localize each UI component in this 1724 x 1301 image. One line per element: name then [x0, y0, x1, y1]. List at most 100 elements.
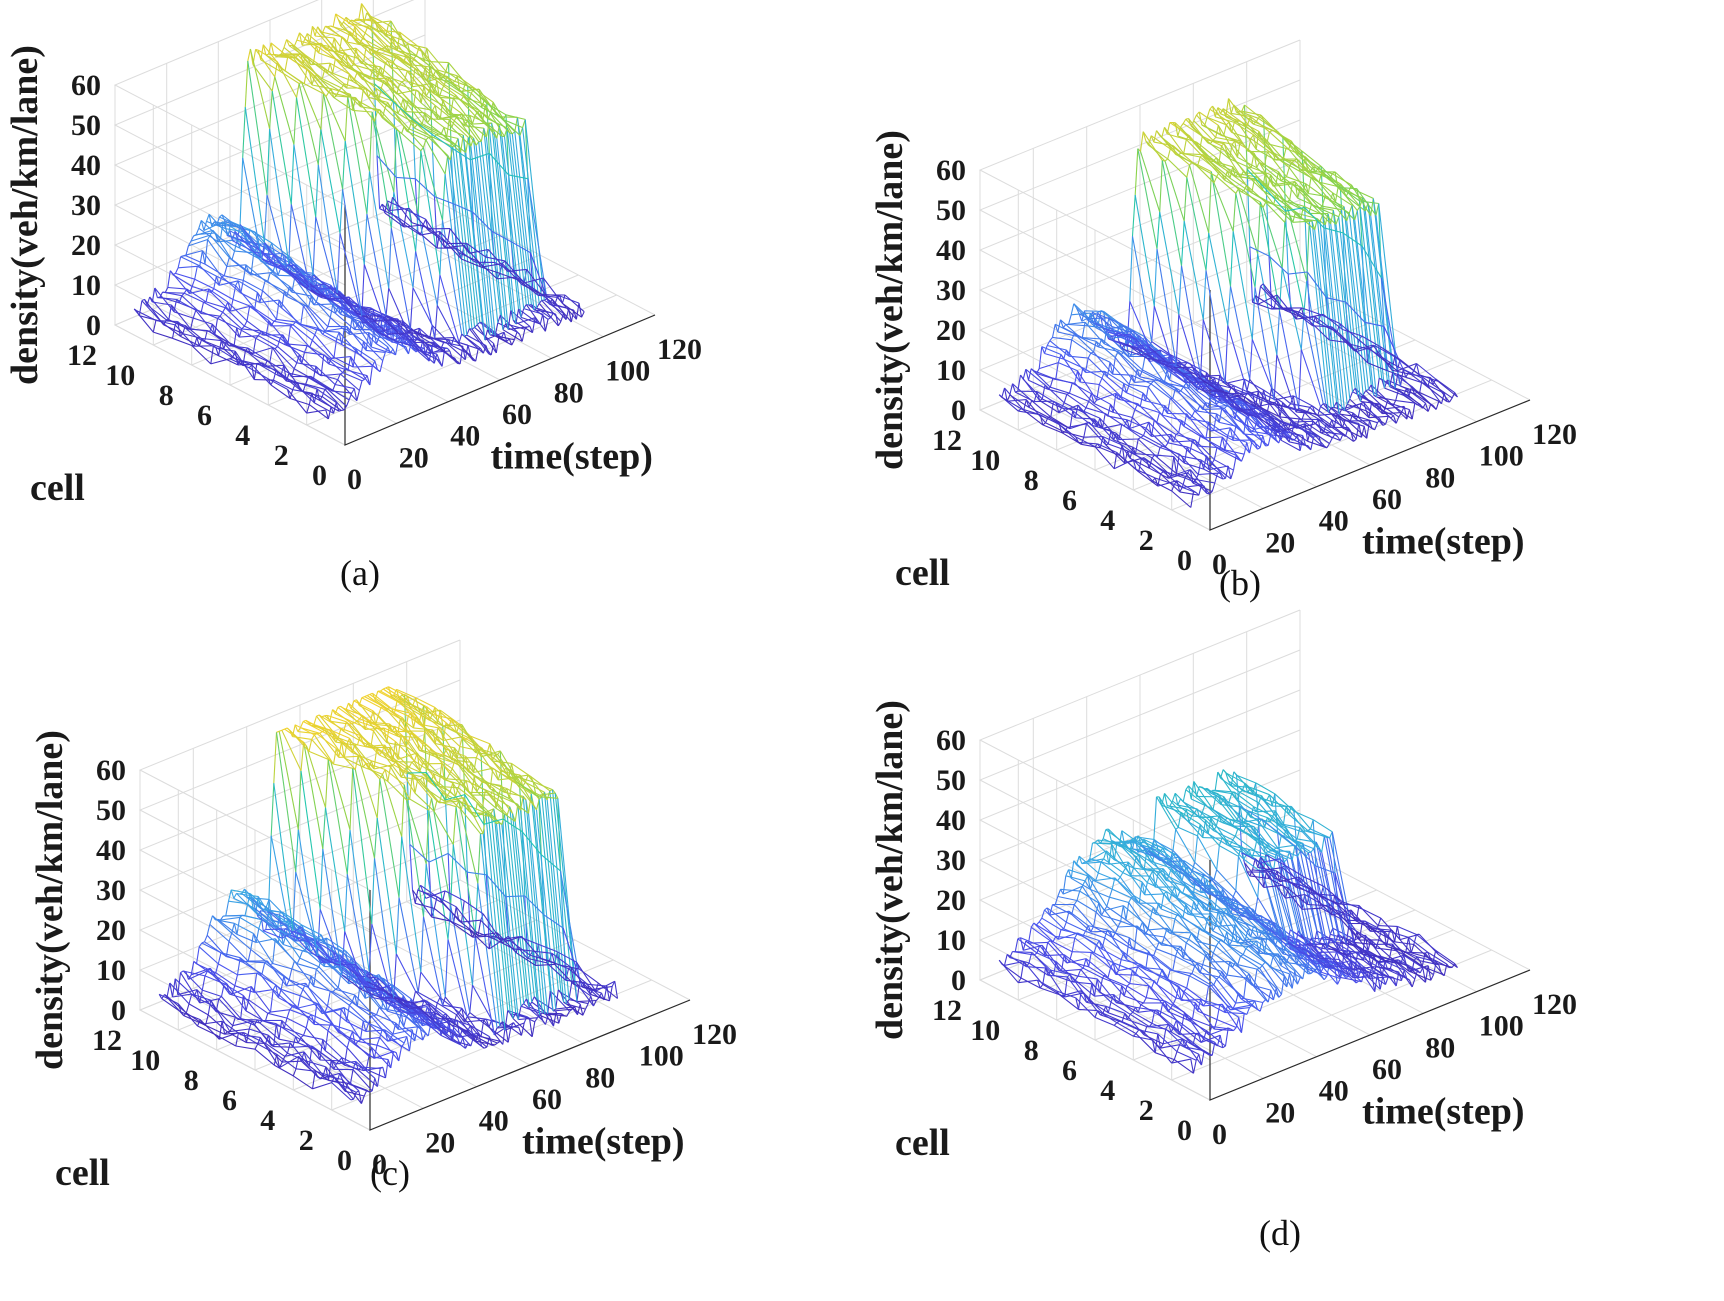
mesh-segment: [337, 292, 357, 314]
mesh-segment: [1067, 314, 1072, 325]
mesh-segment: [1400, 385, 1420, 394]
mesh-segment: [412, 119, 433, 135]
mesh-segment: [1039, 414, 1060, 425]
mesh-segment: [1228, 144, 1233, 159]
mesh-segment: [1038, 346, 1043, 369]
mesh-segment: [1322, 205, 1342, 211]
mesh-segment: [344, 874, 348, 932]
mesh-segment: [1223, 135, 1244, 145]
mesh-segment: [1249, 339, 1253, 380]
mesh-segment: [349, 31, 370, 49]
mesh-segment: [408, 761, 413, 768]
mesh-segment: [434, 337, 454, 339]
mesh-segment: [1113, 439, 1133, 448]
mesh-segment: [1028, 406, 1049, 418]
mesh-segment: [1353, 344, 1373, 351]
mesh-segment: [1253, 134, 1274, 153]
mesh-segment: [1061, 432, 1082, 445]
mesh-segment: [390, 227, 411, 330]
mesh-segment: [344, 96, 349, 142]
mesh-segment: [1320, 166, 1341, 188]
mesh-segment: [172, 337, 192, 347]
mesh-segment: [1183, 139, 1187, 154]
mesh-segment: [285, 267, 306, 289]
mesh-segment: [1236, 111, 1256, 123]
mesh-segment: [1215, 136, 1235, 142]
mesh-segment: [1158, 380, 1179, 393]
x-tick-label: 40: [450, 420, 480, 453]
mesh-segment: [1334, 171, 1355, 191]
mesh-segment: [1045, 422, 1065, 433]
mesh-segment: [363, 213, 368, 265]
mesh-segment: [311, 25, 333, 50]
mesh-segment: [247, 347, 268, 361]
mesh-segment: [1057, 354, 1062, 363]
mesh-segment: [1159, 412, 1180, 434]
mesh-segment: [286, 1009, 291, 1019]
mesh-segment: [1079, 336, 1100, 348]
mesh-segment: [393, 101, 414, 120]
mesh-segment: [350, 700, 355, 709]
mesh-segment: [1174, 483, 1194, 493]
mesh-segment: [318, 934, 322, 939]
z-tick-label: 40: [936, 234, 966, 267]
mesh-segment: [1298, 307, 1302, 313]
mesh-segment: [374, 111, 378, 122]
mesh-segment: [274, 76, 295, 145]
mesh-segment: [1145, 140, 1166, 162]
mesh-segment: [253, 347, 273, 354]
mesh-segment: [1170, 434, 1191, 454]
mesh-segment: [1096, 384, 1100, 401]
mesh-segment: [425, 136, 429, 141]
mesh-segment: [146, 304, 167, 321]
mesh-segment: [339, 373, 360, 391]
mesh-segment: [399, 98, 404, 109]
mesh-segment: [1215, 413, 1220, 423]
mesh-segment: [538, 294, 558, 298]
mesh-segment: [1153, 380, 1174, 400]
mesh-segment: [1071, 339, 1092, 354]
mesh-segment: [446, 773, 451, 780]
mesh-segment: [273, 379, 293, 391]
mesh-segment: [1198, 111, 1219, 126]
mesh-segment: [521, 283, 541, 295]
mesh-segment: [417, 213, 438, 306]
mesh-segment: [1284, 309, 1305, 319]
mesh-segment: [422, 139, 427, 148]
mesh-segment: [1172, 398, 1193, 417]
mesh-segment: [1149, 356, 1169, 363]
mesh-segment: [380, 80, 385, 89]
mesh-segment: [289, 1006, 293, 1011]
mesh-segment: [219, 221, 224, 239]
mesh-segment: [275, 300, 280, 320]
mesh-segment: [306, 404, 310, 414]
mesh-segment: [1265, 289, 1286, 311]
mesh-segment: [387, 60, 392, 68]
mesh-segment: [224, 307, 245, 327]
mesh-segment: [551, 298, 572, 323]
mesh-segment: [1193, 114, 1197, 121]
mesh-segment: [1339, 413, 1359, 418]
mesh-segment: [1055, 378, 1075, 384]
mesh-segment: [250, 353, 271, 363]
mesh-segment: [261, 962, 266, 975]
mesh-segment: [444, 155, 449, 175]
mesh-segment: [454, 787, 459, 797]
mesh-segment: [520, 316, 541, 325]
mesh-segment: [1288, 148, 1309, 173]
mesh-segment: [311, 26, 316, 37]
mesh-segment: [190, 328, 210, 333]
mesh-segment: [272, 984, 277, 990]
mesh-segment: [288, 204, 292, 264]
mesh-segment: [1262, 207, 1283, 269]
mesh-segment: [1153, 248, 1158, 307]
mesh-segment: [414, 178, 435, 198]
mesh-segment: [1279, 416, 1300, 420]
mesh-segment: [170, 304, 192, 330]
mesh-segment: [434, 104, 455, 122]
mesh-segment: [1313, 166, 1333, 175]
mesh-segment: [1377, 355, 1398, 372]
mesh-segment: [1282, 148, 1287, 160]
mesh-segment: [389, 207, 410, 212]
mesh-segment: [318, 373, 338, 381]
